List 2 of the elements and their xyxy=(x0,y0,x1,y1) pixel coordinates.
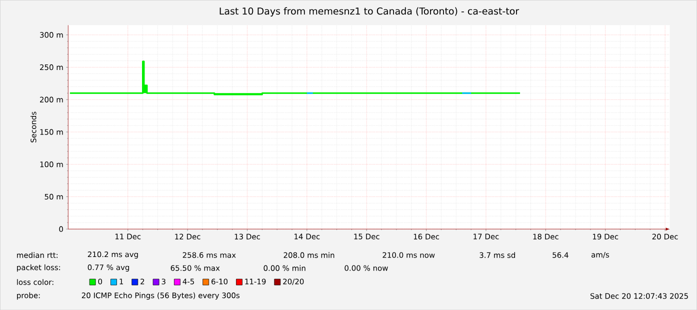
chart-title: Last 10 Days from memesnz1 to Canada (Toronto) - ca-east-tor xyxy=(220,7,520,16)
line-series xyxy=(69,60,521,96)
